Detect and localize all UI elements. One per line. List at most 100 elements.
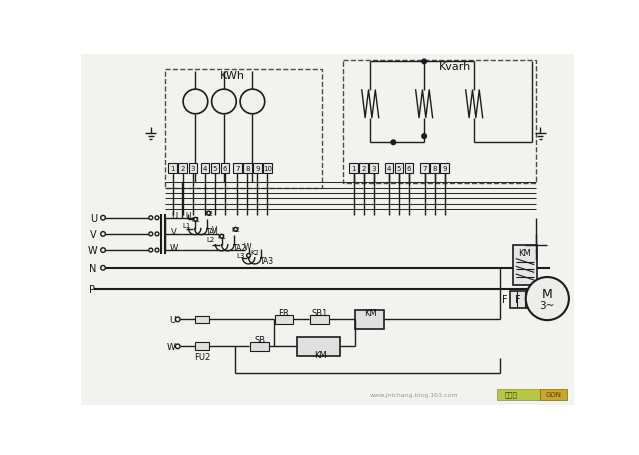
Circle shape xyxy=(240,90,265,115)
Bar xyxy=(360,164,368,174)
Text: GON: GON xyxy=(546,391,562,397)
Text: V: V xyxy=(171,228,177,237)
Text: K2: K2 xyxy=(231,227,240,233)
Text: 7: 7 xyxy=(422,166,427,172)
Text: 1: 1 xyxy=(171,166,175,172)
Text: 3: 3 xyxy=(190,166,195,172)
Text: KM: KM xyxy=(314,350,327,359)
Text: TA1: TA1 xyxy=(206,228,220,237)
Text: 9: 9 xyxy=(442,166,447,172)
Circle shape xyxy=(422,60,426,65)
Bar xyxy=(178,164,187,174)
Text: 6: 6 xyxy=(223,166,227,172)
Text: 2: 2 xyxy=(181,166,185,172)
Bar xyxy=(511,291,539,308)
Text: M: M xyxy=(542,287,553,300)
Circle shape xyxy=(526,278,569,320)
Bar xyxy=(189,164,197,174)
Text: W: W xyxy=(88,246,97,256)
Circle shape xyxy=(176,344,180,349)
Text: L2: L2 xyxy=(206,236,214,242)
Bar xyxy=(343,61,535,184)
Text: 1: 1 xyxy=(351,166,356,172)
Bar xyxy=(430,164,439,174)
Circle shape xyxy=(183,90,208,115)
Text: P: P xyxy=(89,284,95,294)
Bar xyxy=(243,164,252,174)
Text: TA3: TA3 xyxy=(260,257,274,266)
Text: 9: 9 xyxy=(255,166,259,172)
Text: TA2: TA2 xyxy=(233,244,247,253)
Bar xyxy=(250,342,268,351)
Text: 5: 5 xyxy=(397,166,401,172)
Bar xyxy=(297,337,340,356)
Bar xyxy=(211,164,219,174)
Bar xyxy=(275,315,293,324)
Bar xyxy=(440,164,449,174)
Circle shape xyxy=(149,248,153,253)
Bar xyxy=(497,389,539,400)
Circle shape xyxy=(101,266,105,270)
Text: 2: 2 xyxy=(362,166,366,172)
Bar xyxy=(512,245,537,285)
Bar xyxy=(369,164,378,174)
Bar xyxy=(221,164,229,174)
Circle shape xyxy=(155,216,159,220)
Text: 8: 8 xyxy=(245,166,250,172)
Text: KWh: KWh xyxy=(220,71,245,81)
Circle shape xyxy=(155,248,159,253)
Circle shape xyxy=(391,141,396,145)
Bar xyxy=(169,164,177,174)
Circle shape xyxy=(176,318,180,322)
Bar xyxy=(385,164,394,174)
Text: SB1: SB1 xyxy=(312,308,328,317)
Bar xyxy=(196,316,210,324)
Text: V: V xyxy=(90,229,97,239)
Circle shape xyxy=(194,218,197,222)
Text: KM: KM xyxy=(519,248,532,258)
Circle shape xyxy=(233,228,238,232)
Text: W: W xyxy=(167,342,176,351)
Text: W: W xyxy=(170,244,178,253)
Text: FR: FR xyxy=(279,308,289,317)
Text: U: U xyxy=(171,212,177,220)
Circle shape xyxy=(220,235,224,238)
Bar xyxy=(201,164,210,174)
Text: 绿佳图: 绿佳图 xyxy=(505,391,518,398)
Bar xyxy=(263,164,272,174)
Bar xyxy=(355,310,384,329)
Circle shape xyxy=(149,216,153,220)
Text: KM: KM xyxy=(364,308,376,317)
Circle shape xyxy=(212,90,236,115)
Bar xyxy=(405,164,413,174)
Circle shape xyxy=(101,232,105,237)
Text: 5: 5 xyxy=(213,166,217,172)
Text: K2: K2 xyxy=(204,211,213,217)
Bar xyxy=(420,164,429,174)
Text: K1: K1 xyxy=(217,234,226,240)
Text: FU2: FU2 xyxy=(194,352,210,361)
Text: 3: 3 xyxy=(371,166,376,172)
Text: U: U xyxy=(185,212,190,220)
Circle shape xyxy=(247,254,250,258)
Circle shape xyxy=(155,233,159,236)
Text: 10: 10 xyxy=(263,166,272,172)
Text: U: U xyxy=(169,315,176,324)
Bar xyxy=(539,389,567,400)
Text: U: U xyxy=(89,213,97,223)
Text: W: W xyxy=(243,242,250,251)
Text: L1: L1 xyxy=(182,222,190,228)
Text: 7: 7 xyxy=(235,166,240,172)
Bar xyxy=(350,164,358,174)
Bar xyxy=(395,164,403,174)
Text: SB: SB xyxy=(254,335,266,344)
Bar xyxy=(196,343,210,350)
Circle shape xyxy=(149,233,153,236)
Circle shape xyxy=(422,135,426,139)
Text: 4: 4 xyxy=(203,166,207,172)
Text: 6: 6 xyxy=(407,166,412,172)
Bar xyxy=(310,315,328,324)
Text: F: F xyxy=(502,295,507,305)
Circle shape xyxy=(101,248,105,253)
Text: 4: 4 xyxy=(387,166,391,172)
